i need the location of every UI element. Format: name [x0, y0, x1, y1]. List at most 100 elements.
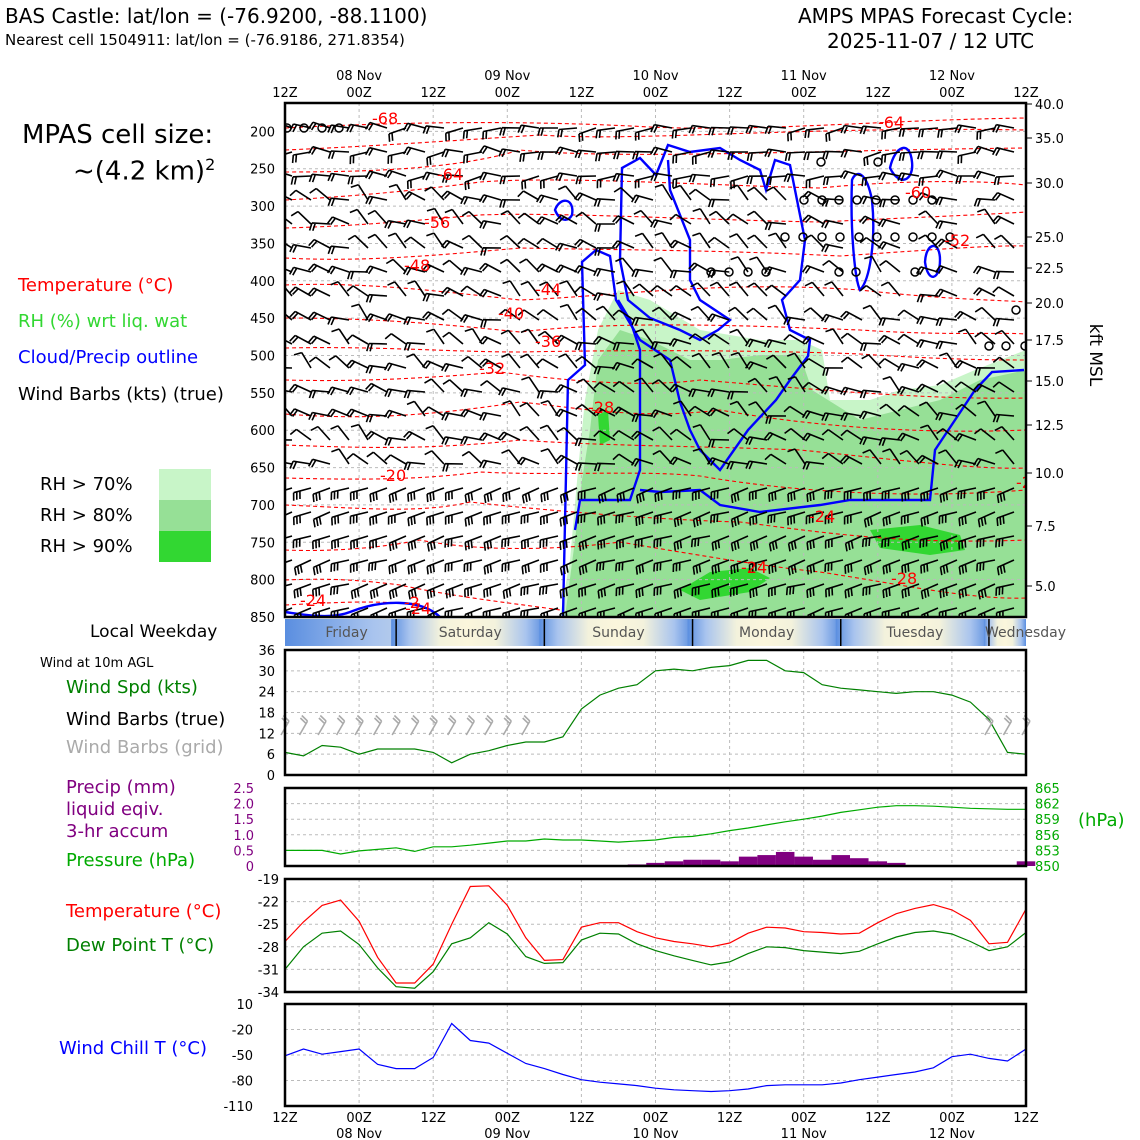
- wind-barb: [364, 313, 388, 323]
- wind-barb: [479, 171, 502, 181]
- cell-size-text: ~(4.2 km): [73, 156, 206, 187]
- temp-contour: [285, 283, 1026, 303]
- wind-barb: [350, 423, 369, 441]
- wind10-label: Wind at 10m AGL: [40, 656, 154, 671]
- wind-barb: [804, 234, 825, 249]
- wind-barb: [806, 559, 825, 575]
- wind-y-tick: 12: [258, 727, 275, 742]
- wind-barb: [802, 214, 825, 225]
- wind-barb: [558, 353, 578, 369]
- wind-barb: [953, 359, 977, 369]
- wind-barb: [536, 309, 559, 321]
- wind-barb: [707, 333, 730, 345]
- wind-barb: [653, 583, 673, 596]
- calm-circle: [945, 232, 955, 242]
- wind-barb: [801, 410, 825, 420]
- pressure-y-tick: 862: [1035, 798, 1060, 813]
- wind-barb: [387, 281, 407, 297]
- cross-section-plot-area: -68 -64-64-60-56-52-48-44-40-36-32-28-24-…: [285, 103, 1026, 617]
- wind-barb: [764, 221, 787, 231]
- wind-barb: [709, 281, 730, 297]
- wind-barb: [445, 127, 464, 142]
- wind-barb: [612, 380, 635, 393]
- wind-barb: [934, 288, 958, 298]
- wind-barb: [540, 400, 559, 417]
- wind-barb: [692, 232, 711, 249]
- wind-barb: [463, 151, 483, 164]
- wind-barb: [595, 559, 616, 572]
- wind-barb: [688, 333, 711, 345]
- wind-barb: [863, 487, 882, 502]
- wind-barb: [327, 150, 350, 160]
- wind-barb: [345, 359, 369, 369]
- wind-barb: [440, 362, 464, 372]
- wind-barb: [461, 355, 483, 369]
- temp-contour: [285, 578, 561, 611]
- wind-barb: [309, 187, 331, 201]
- wind-barb: [464, 327, 483, 345]
- wind-barb: [977, 511, 996, 528]
- bottom-tick-label: 00Z: [495, 1111, 521, 1126]
- wind-barbs-grid-label: Wind Barbs (grid): [66, 737, 224, 758]
- wind-barb: [517, 124, 540, 134]
- wind-barb: [920, 559, 939, 574]
- cross-section-gridlines: [285, 103, 1026, 617]
- wind-barb: [384, 454, 407, 465]
- wind-barb: [536, 358, 559, 369]
- wind-barb: [612, 430, 635, 441]
- grid-wind-barb-group: [447, 714, 457, 736]
- wind-barb: [613, 187, 635, 201]
- wind-barb: [537, 151, 559, 161]
- wind-barb: [383, 169, 407, 179]
- wind-barb: [403, 461, 426, 471]
- wind-barb: [387, 151, 407, 164]
- temp-contour: [285, 371, 1026, 399]
- xs-kft-tick: 15.0: [1035, 375, 1064, 390]
- wind-barb: [293, 607, 312, 617]
- wind-barb: [650, 123, 673, 133]
- wind-barb: [824, 559, 844, 572]
- weekday-day-fill: [687, 619, 841, 646]
- wind-barb: [441, 308, 464, 321]
- wind-barb: [278, 682, 298, 690]
- precip-label-line3: 3-hr accum: [66, 821, 169, 842]
- wind-barb: [744, 361, 768, 370]
- wind-barb: [351, 303, 369, 321]
- wind-barb: [955, 403, 977, 417]
- wind-barb: [597, 583, 616, 599]
- wind-barb: [441, 411, 464, 421]
- wind-barb: [692, 511, 711, 528]
- wind-barb: [834, 688, 854, 697]
- wind-barb: [335, 714, 346, 736]
- wind-barb: [540, 487, 559, 503]
- wind-barb: [787, 376, 806, 393]
- wind-barb: [995, 535, 1015, 548]
- wind-barb: [406, 400, 426, 417]
- wind-barb: [519, 258, 540, 273]
- wind-barb: [630, 688, 650, 697]
- wind-barb: [365, 170, 388, 180]
- temp-contour-label: -44: [535, 280, 561, 299]
- wind-barb: [331, 511, 350, 526]
- wind-barb: [688, 405, 711, 417]
- wind-barb: [596, 175, 616, 189]
- precip-y-tick: 2.5: [233, 782, 254, 797]
- wind-barb: [612, 215, 635, 225]
- wind-barb: [578, 607, 597, 617]
- wind-barb: [730, 487, 749, 504]
- wind-barb: [289, 266, 312, 276]
- calm-circle: [908, 195, 918, 205]
- wind-barb: [671, 127, 692, 139]
- wind-barb: [843, 487, 863, 501]
- wind-barb: [669, 213, 692, 225]
- wind-barb: [825, 328, 844, 345]
- wind-barb: [289, 243, 312, 253]
- wind-barb: [668, 338, 692, 348]
- wind-barb: [521, 559, 540, 575]
- wind-barb: [632, 283, 654, 297]
- wind-barb: [459, 314, 483, 324]
- temp-dew-panel: -34 -31 -28 -25 -22 -19: [258, 873, 1028, 1001]
- wind-barb: [972, 457, 996, 467]
- wind-barb: [597, 487, 616, 504]
- wind-barb: [730, 607, 749, 617]
